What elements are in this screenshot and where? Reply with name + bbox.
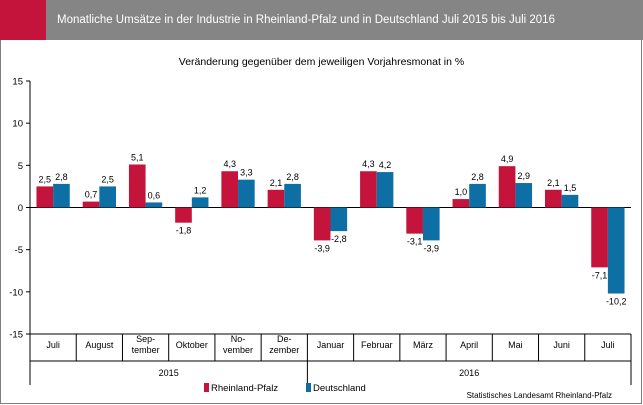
data-label: 2,8 xyxy=(471,172,484,182)
data-label: 1,2 xyxy=(194,185,207,195)
legend-swatch-rheinland-pfalz xyxy=(204,383,209,392)
data-label: 1,5 xyxy=(564,183,577,193)
data-label: -10,2 xyxy=(606,297,627,307)
year-group-label: 2015 xyxy=(159,368,179,378)
category-label: März xyxy=(413,340,433,350)
bar-rheinland-pfalz xyxy=(128,164,146,208)
bar-rheinland-pfalz xyxy=(545,189,562,208)
category-label: Juli xyxy=(46,340,60,350)
data-label: 4,9 xyxy=(501,154,514,164)
data-label: 1,0 xyxy=(455,187,468,197)
bar-rheinland-pfalz xyxy=(452,199,470,208)
data-label: -3,9 xyxy=(314,243,330,253)
category-label: De- xyxy=(277,334,292,344)
chart-subtitle: Veränderung gegenüber dem jeweiligen Vor… xyxy=(178,56,465,68)
header-accent xyxy=(0,0,46,40)
data-label: 4,3 xyxy=(362,159,375,169)
data-label: 0,6 xyxy=(148,190,161,200)
category-label: Oktober xyxy=(176,340,208,350)
data-label: -3,1 xyxy=(407,237,423,247)
bar-deutschland xyxy=(53,183,70,208)
y-tick-label: -15 xyxy=(9,330,23,341)
category-label: Juni xyxy=(553,340,570,350)
category-label: No- xyxy=(231,334,246,344)
source-note: Statistisches Landesamt Rheinland-Pfalz xyxy=(467,391,612,400)
y-tick-label: 10 xyxy=(12,119,23,130)
bar-deutschland xyxy=(145,202,163,208)
bar-deutschland xyxy=(330,207,348,232)
category-label: tember xyxy=(132,345,160,355)
data-label: -3,9 xyxy=(424,243,440,253)
legend-label: Rheinland-Pfalz xyxy=(211,383,278,394)
bar-deutschland xyxy=(422,207,440,241)
bar-rheinland-pfalz xyxy=(82,201,100,208)
legend-swatch-deutschland xyxy=(306,383,311,392)
bar-deutschland xyxy=(515,183,533,208)
y-tick-label: -5 xyxy=(15,245,23,256)
data-label: 3,3 xyxy=(240,168,253,178)
data-label: 4,2 xyxy=(379,160,392,170)
bar-deutschland xyxy=(376,172,394,208)
data-label: 4,3 xyxy=(223,159,236,169)
chart-frame xyxy=(0,40,642,404)
category-label: Februar xyxy=(361,340,393,350)
data-label: -1,8 xyxy=(176,226,192,236)
category-label: Mai xyxy=(508,340,523,350)
legend-label: Deutschland xyxy=(313,383,366,394)
data-label: 2,8 xyxy=(55,172,68,182)
data-label: 5,1 xyxy=(131,152,144,162)
data-label: 2,5 xyxy=(101,174,114,184)
year-group-label: 2016 xyxy=(459,368,479,378)
category-label: Sep- xyxy=(136,334,155,344)
bar-deutschland xyxy=(469,183,486,208)
bar-deutschland xyxy=(99,186,116,208)
header-bar xyxy=(0,0,643,40)
data-label: -2,8 xyxy=(331,234,347,244)
data-label: -7,1 xyxy=(592,270,608,280)
data-label: 2,1 xyxy=(547,178,560,188)
bar-rheinland-pfalz xyxy=(36,186,54,208)
y-tick-label: -10 xyxy=(9,287,23,298)
bar-rheinland-pfalz xyxy=(406,207,423,234)
bar-rheinland-pfalz xyxy=(591,207,608,268)
category-label: zember xyxy=(269,345,299,355)
y-tick-label: 5 xyxy=(18,161,23,172)
y-tick-label: 15 xyxy=(12,77,23,88)
category-label: Juli xyxy=(601,340,615,350)
data-label: 0,7 xyxy=(85,190,98,200)
bar-rheinland-pfalz xyxy=(267,189,285,208)
bar-deutschland xyxy=(284,183,301,208)
data-label: 2,1 xyxy=(270,178,283,188)
bar-deutschland xyxy=(561,194,579,208)
category-label: April xyxy=(460,340,478,350)
y-tick-label: 0 xyxy=(18,203,23,214)
bar-deutschland xyxy=(607,207,625,294)
bar-deutschland xyxy=(238,179,255,208)
category-label: Januar xyxy=(317,340,345,350)
category-label: August xyxy=(85,340,114,350)
bar-rheinland-pfalz xyxy=(221,171,239,208)
bar-deutschland xyxy=(191,197,209,208)
data-label: 2,5 xyxy=(39,174,52,184)
bar-rheinland-pfalz xyxy=(498,166,516,208)
chart-title: Monatliche Umsätze in der Industrie in R… xyxy=(57,14,555,26)
bar-rheinland-pfalz xyxy=(175,207,192,223)
category-label: vember xyxy=(223,345,253,355)
bar-rheinland-pfalz xyxy=(313,207,331,241)
data-label: 2,9 xyxy=(517,171,530,181)
data-label: 2,8 xyxy=(286,172,299,182)
bar-rheinland-pfalz xyxy=(360,171,377,208)
